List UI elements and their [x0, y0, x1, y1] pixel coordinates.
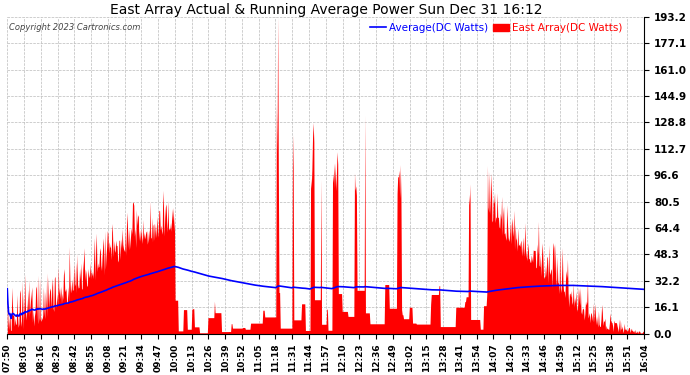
Title: East Array Actual & Running Average Power Sun Dec 31 16:12: East Array Actual & Running Average Powe…	[110, 3, 542, 17]
Text: Copyright 2023 Cartronics.com: Copyright 2023 Cartronics.com	[8, 23, 140, 32]
Legend: Average(DC Watts), East Array(DC Watts): Average(DC Watts), East Array(DC Watts)	[366, 19, 627, 37]
